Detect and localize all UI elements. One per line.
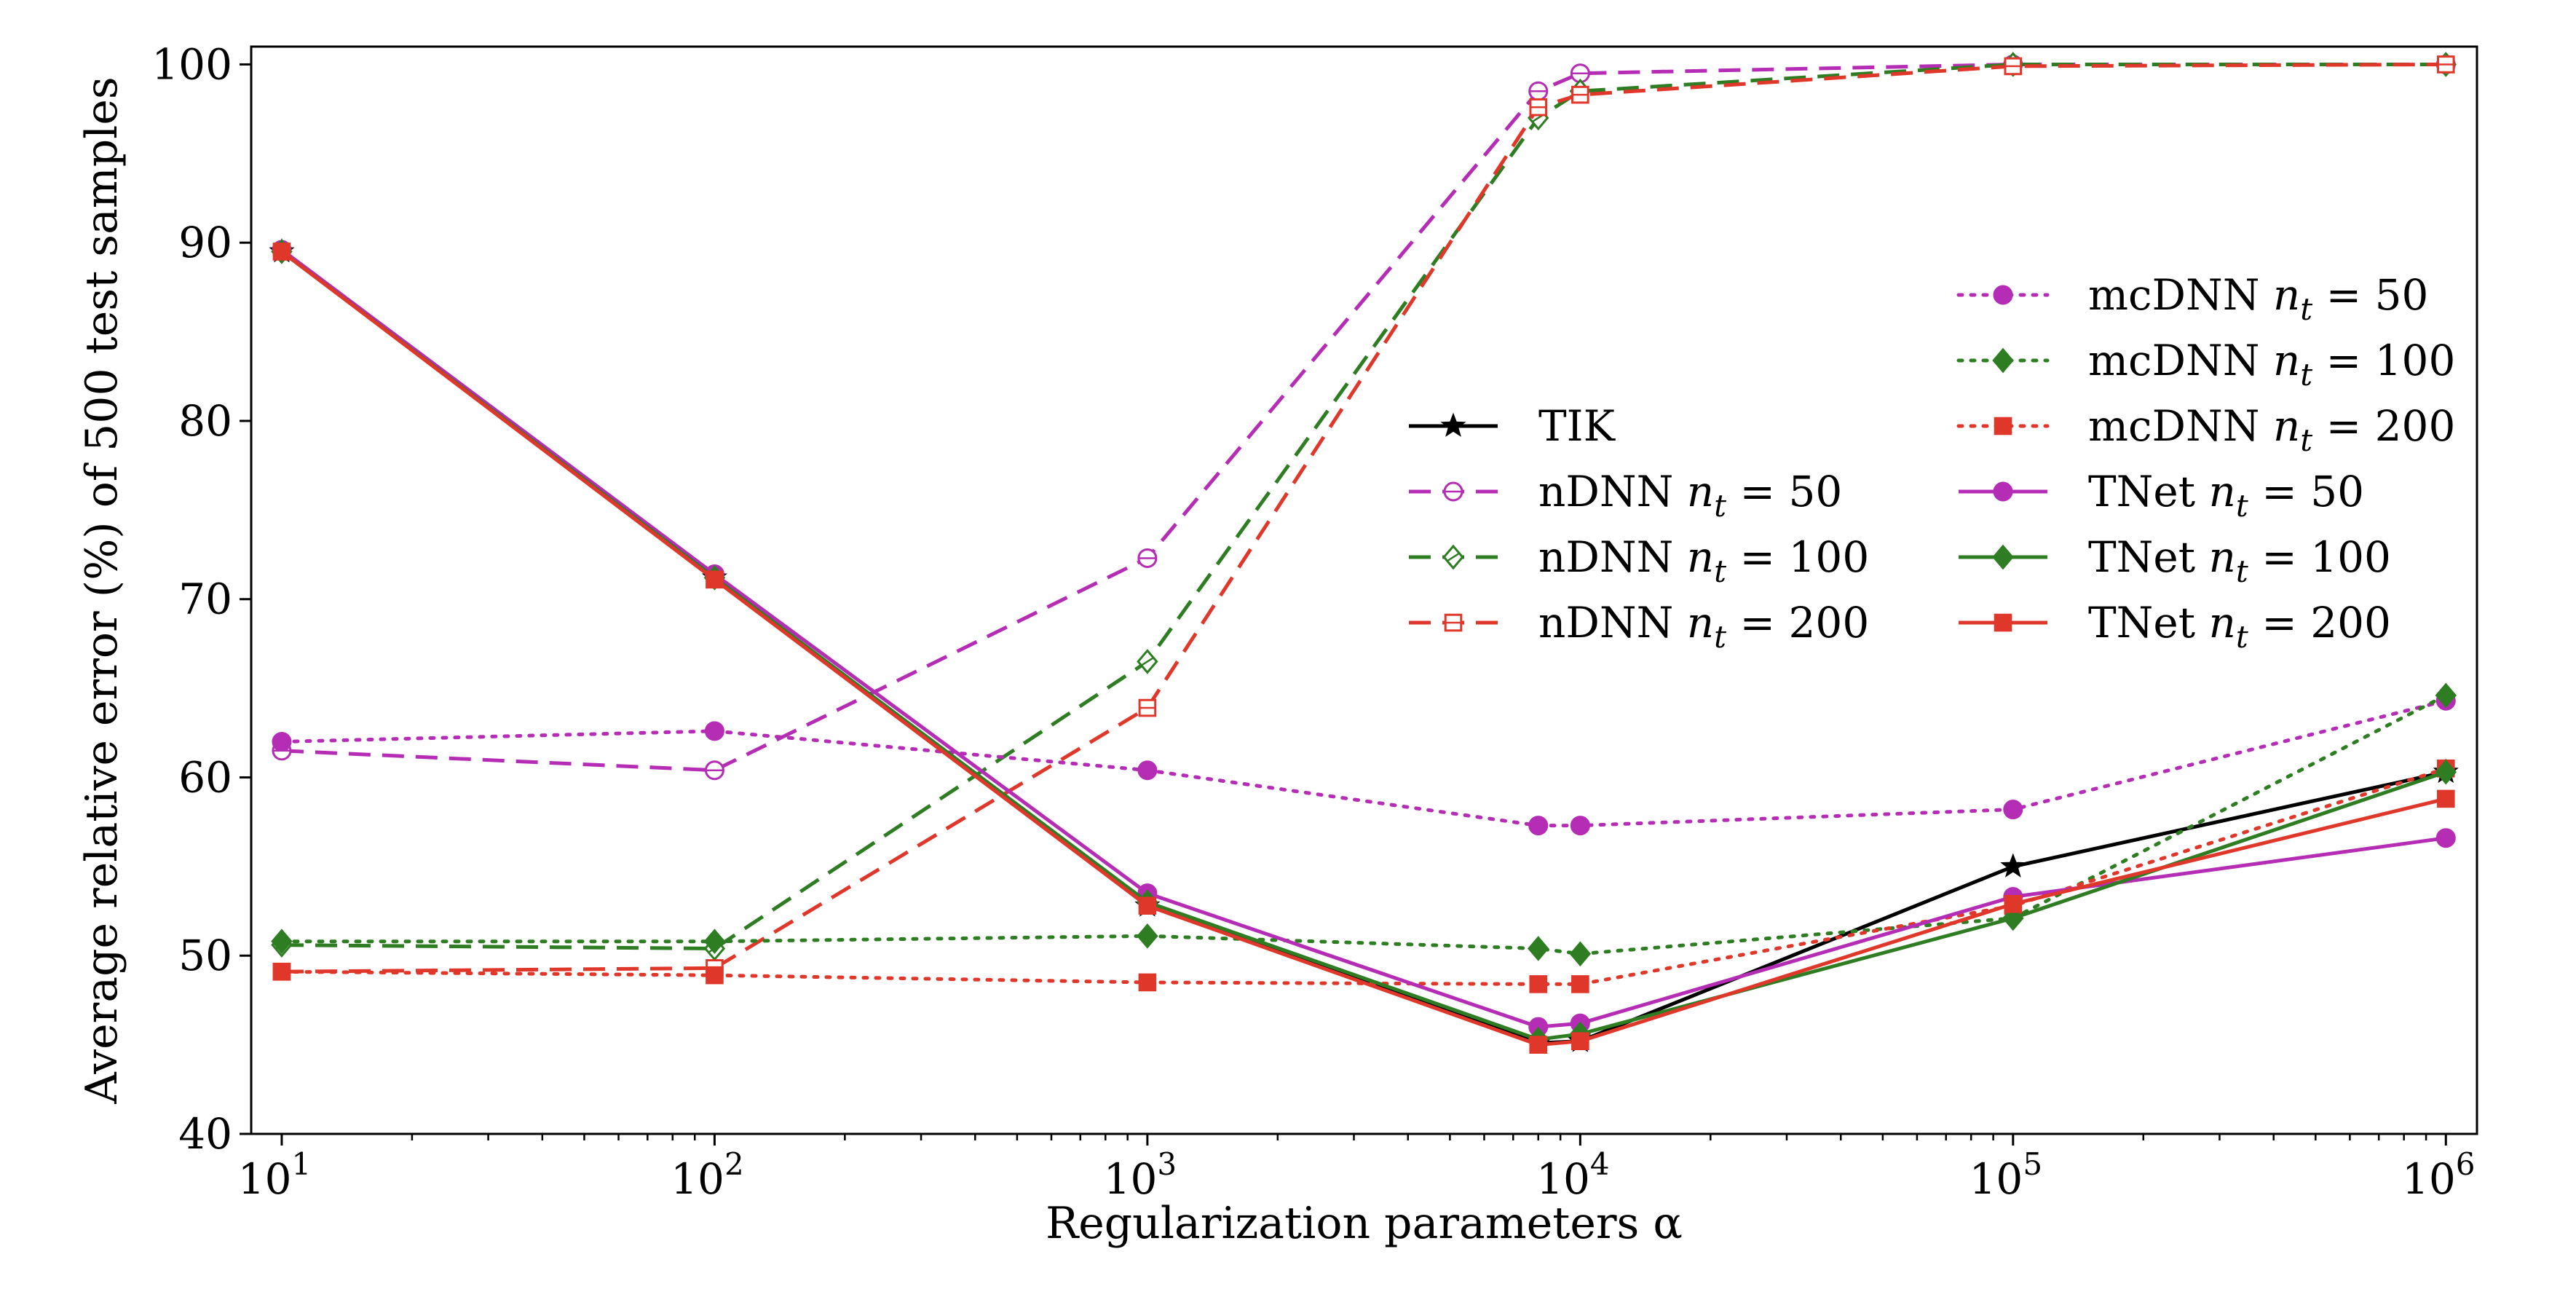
axis-ticks: 101 102 103 104 105 106 40 50 60 70 80 90 100 xyxy=(151,39,2475,1204)
data-point xyxy=(272,243,291,261)
legend-layer: TIK nDNN nt = 50 nDNN nt = 100 nDNN nt = 20… xyxy=(1409,270,2455,655)
data-point xyxy=(2435,828,2456,848)
x-tick-label: 106 xyxy=(2402,1146,2476,1204)
legend-swatch-marker xyxy=(1992,347,2014,374)
data-point xyxy=(2004,894,2023,913)
legend-entry: TNet nt = 100 xyxy=(1959,532,2391,589)
data-point xyxy=(272,962,291,981)
data-point xyxy=(1528,816,1549,836)
y-axis-label: Average relative error (%) of 500 test s… xyxy=(76,76,127,1104)
series-layer xyxy=(269,52,2459,1055)
x-tick-label: 105 xyxy=(1969,1146,2043,1204)
x-tick-label: 103 xyxy=(1104,1146,1177,1204)
legend-entry: mcDNN nt = 100 xyxy=(1956,336,2455,393)
y-tick-label: 90 xyxy=(178,218,232,267)
legend-label: mcDNN nt = 200 xyxy=(2088,401,2455,458)
series-6 xyxy=(272,759,2455,993)
y-tick-label: 100 xyxy=(151,39,232,89)
y-tick-label: 60 xyxy=(178,752,232,802)
y-tick-label: 40 xyxy=(178,1109,232,1159)
legend-label: nDNN nt = 100 xyxy=(1538,532,1869,589)
data-point xyxy=(706,570,724,589)
data-point xyxy=(1528,936,1549,961)
data-point xyxy=(271,929,293,954)
data-point xyxy=(272,732,292,752)
series-9 xyxy=(272,243,2455,1054)
data-point xyxy=(2435,682,2457,709)
data-point xyxy=(1137,760,1158,781)
data-point xyxy=(1529,1036,1548,1054)
data-point xyxy=(1570,816,1590,836)
legend-swatch-marker xyxy=(1994,417,2012,435)
data-point xyxy=(2435,759,2457,785)
legend-label: nDNN nt = 200 xyxy=(1538,598,1869,655)
legend-entry: TNet nt = 50 xyxy=(1959,467,2364,524)
data-point xyxy=(1137,923,1158,949)
legend-swatch-marker xyxy=(1994,613,2012,632)
legend-label: TIK xyxy=(1538,401,1616,451)
data-point xyxy=(1529,975,1548,993)
legend-swatch-marker xyxy=(1992,544,2014,570)
data-point xyxy=(704,721,724,741)
data-point xyxy=(1138,896,1157,915)
legend-entry: TIK xyxy=(1409,401,1616,451)
data-point xyxy=(1571,975,1589,993)
legend-label: mcDNN nt = 50 xyxy=(2088,270,2428,327)
legend-swatch-marker-hatch xyxy=(1447,552,1460,562)
legend-center: TIK nDNN nt = 50 nDNN nt = 100 nDNN nt = 20… xyxy=(1409,401,1869,655)
data-point xyxy=(2436,789,2455,808)
data-point xyxy=(1571,1032,1589,1051)
data-point-hatch xyxy=(1140,657,1154,666)
data-point xyxy=(706,966,724,985)
data-point xyxy=(2000,853,2026,878)
x-axis-label: Regularization parameters α xyxy=(1046,1198,1683,1249)
legend-right: mcDNN nt = 50 mcDNN nt = 100 mcDNN nt = 20… xyxy=(1956,270,2455,655)
legend-label: TNet nt = 50 xyxy=(2088,467,2364,524)
legend-label: nDNN nt = 50 xyxy=(1538,467,1842,524)
data-point xyxy=(1569,941,1592,967)
legend-entry: nDNN nt = 100 xyxy=(1409,532,1869,589)
legend-swatch-marker xyxy=(1440,412,1466,437)
data-point xyxy=(2003,800,2023,820)
legend-swatch-marker xyxy=(1993,285,2013,305)
y-tick-label: 80 xyxy=(178,396,232,446)
y-tick-label: 50 xyxy=(178,931,232,980)
legend-entry: nDNN nt = 200 xyxy=(1409,598,1869,655)
legend-label: mcDNN nt = 100 xyxy=(2088,336,2455,393)
legend-swatch-marker xyxy=(1993,481,2013,502)
x-tick-label: 101 xyxy=(238,1146,312,1204)
y-tick-label: 70 xyxy=(178,575,232,624)
legend-label: TNet nt = 100 xyxy=(2088,532,2391,589)
legend-entry: mcDNN nt = 50 xyxy=(1956,270,2428,327)
legend-entry: TNet nt = 200 xyxy=(1959,598,2391,655)
x-tick-label: 104 xyxy=(1536,1146,1610,1204)
legend-label: TNet nt = 200 xyxy=(2088,598,2391,655)
data-point xyxy=(703,929,726,954)
x-tick-label: 102 xyxy=(671,1146,744,1204)
legend-entry: nDNN nt = 50 xyxy=(1409,467,1842,524)
legend-entry: mcDNN nt = 200 xyxy=(1956,401,2455,458)
data-point xyxy=(1138,973,1157,992)
plot-area-frame xyxy=(250,45,2478,1135)
